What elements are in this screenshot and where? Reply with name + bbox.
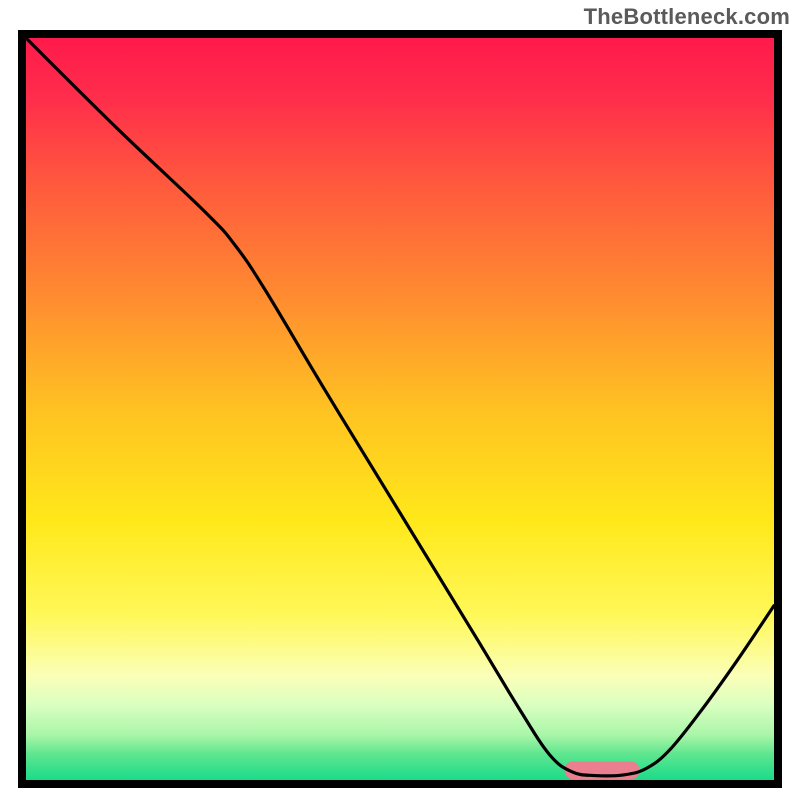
chart-container: TheBottleneck.com	[0, 0, 800, 800]
watermark-text: TheBottleneck.com	[584, 4, 790, 30]
plot-frame	[18, 30, 782, 788]
plot-svg	[18, 30, 782, 788]
